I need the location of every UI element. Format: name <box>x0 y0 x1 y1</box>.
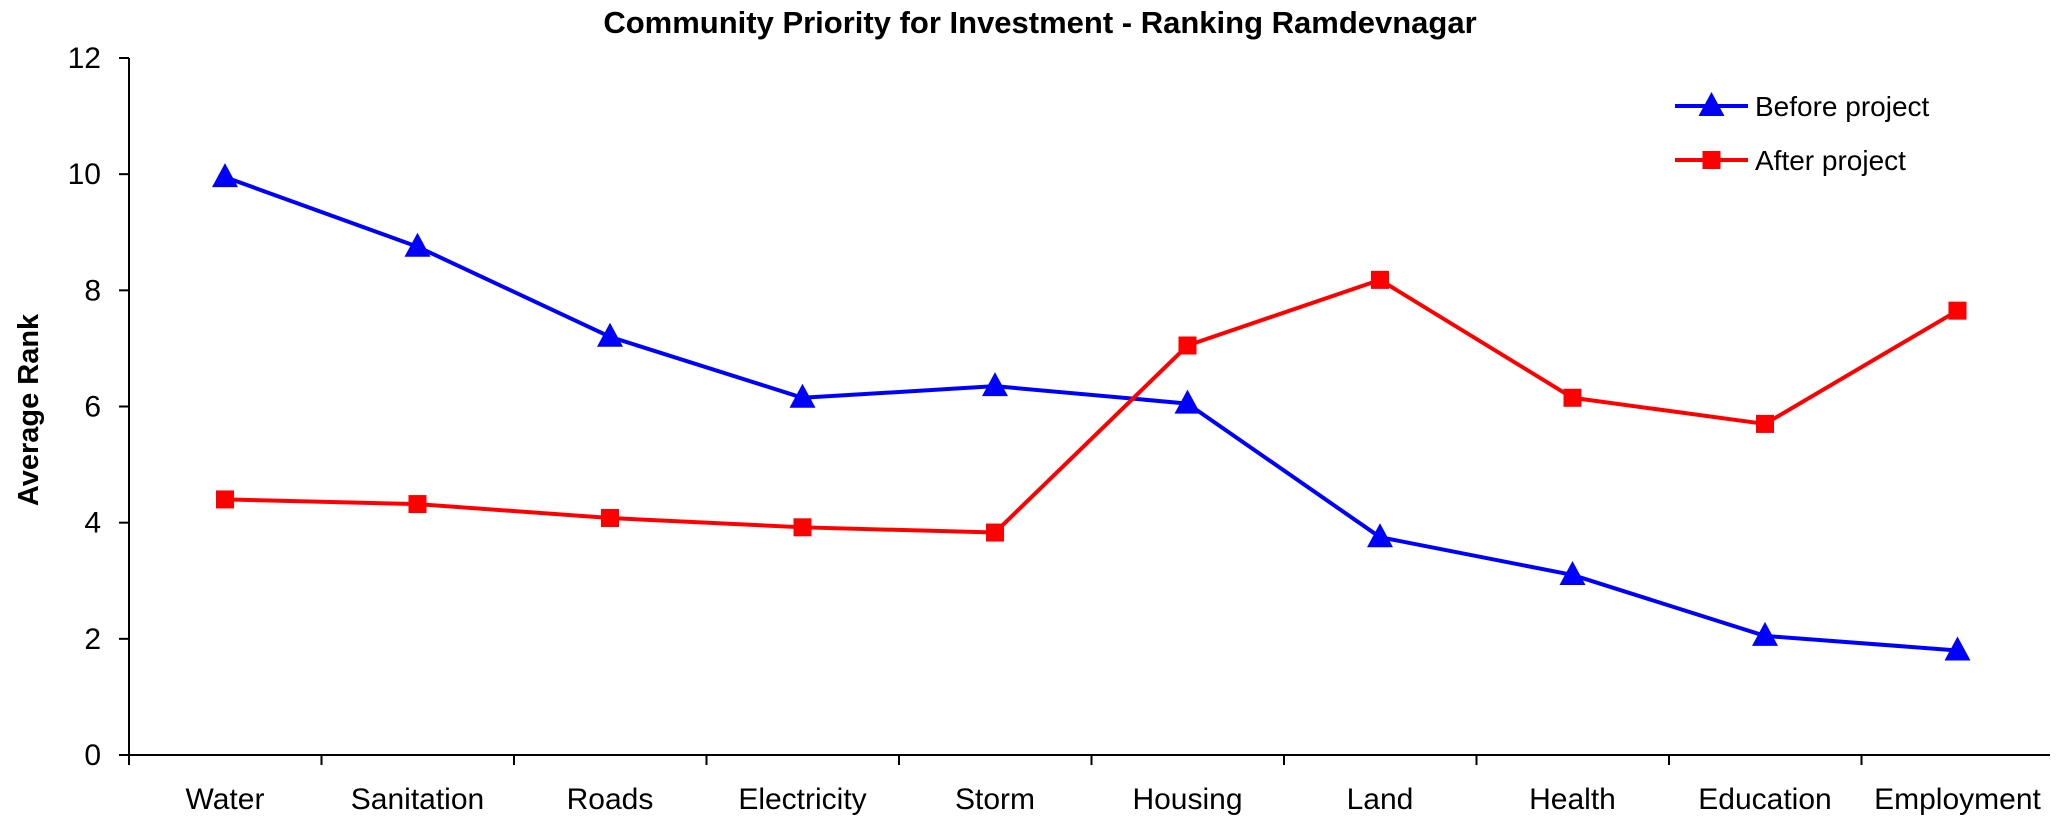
series-layer <box>212 163 1971 661</box>
point-after-project-storm <box>986 523 1004 542</box>
point-before-project-water <box>212 163 238 188</box>
x-tick-label-sanitation: Sanitation <box>351 783 484 816</box>
x-axis-ticks: Water Sanitation Roads Electricity Storm Hous… <box>128 755 2042 816</box>
point-before-project-storm <box>982 372 1008 397</box>
point-before-project-health <box>1559 560 1586 585</box>
x-tick-label-employment: Employment <box>1874 783 2041 816</box>
point-before-project-housing <box>1174 389 1201 414</box>
legend-label-after-project: After project <box>1755 145 1906 176</box>
point-after-project-electricity <box>793 518 812 537</box>
legend-item-before-project: Before project <box>1675 91 1930 122</box>
y-tick-label: 0 <box>84 739 101 772</box>
series-before-project <box>212 163 1971 661</box>
point-after-project-water <box>216 490 234 509</box>
x-tick-label-roads: Roads <box>567 783 654 816</box>
point-before-project-roads <box>597 322 623 347</box>
point-after-project-health <box>1563 388 1582 407</box>
chart-title: Community Priority for Investment - Rank… <box>603 5 1476 40</box>
legend-marker-before-project <box>1698 92 1725 116</box>
point-after-project-roads <box>601 509 619 528</box>
x-tick-label-housing: Housing <box>1132 783 1242 816</box>
point-after-project-land <box>1371 270 1389 289</box>
legend: Before project After project <box>1675 91 1930 176</box>
x-tick-label-water: Water <box>186 783 265 816</box>
x-tick-label-land: Land <box>1347 783 1414 816</box>
y-tick-label: 4 <box>84 507 101 540</box>
y-tick-label: 2 <box>84 623 101 656</box>
point-after-project-education <box>1756 414 1774 433</box>
point-before-project-land <box>1367 523 1393 548</box>
y-tick-label: 8 <box>84 274 101 307</box>
x-tick-label-health: Health <box>1529 783 1616 816</box>
point-after-project-sanitation <box>408 495 427 514</box>
point-before-project-electricity <box>789 383 816 408</box>
x-tick-label-education: Education <box>1698 783 1831 816</box>
y-axis-ticks: 0 2 4 6 8 10 12 <box>68 42 129 772</box>
point-before-project-sanitation <box>404 232 431 257</box>
series-line-before-project <box>224 175 1958 653</box>
legend-label-before-project: Before project <box>1755 91 1930 122</box>
point-before-project-education <box>1752 621 1778 646</box>
point-before-project-employment <box>1944 636 1971 661</box>
series-after-project <box>216 270 1967 542</box>
point-after-project-employment <box>1948 301 1967 320</box>
y-axis-title: Average Rank <box>13 313 45 506</box>
legend-item-after-project: After project <box>1675 145 1906 176</box>
y-tick-label: 6 <box>84 391 101 424</box>
y-tick-label: 12 <box>68 42 101 75</box>
legend-marker-after-project <box>1702 151 1721 169</box>
x-tick-label-electricity: Electricity <box>738 783 866 816</box>
series-line-after-project <box>224 277 1959 535</box>
y-tick-label: 10 <box>68 158 101 191</box>
point-after-project-housing <box>1178 336 1197 355</box>
x-tick-label-storm: Storm <box>955 783 1035 816</box>
